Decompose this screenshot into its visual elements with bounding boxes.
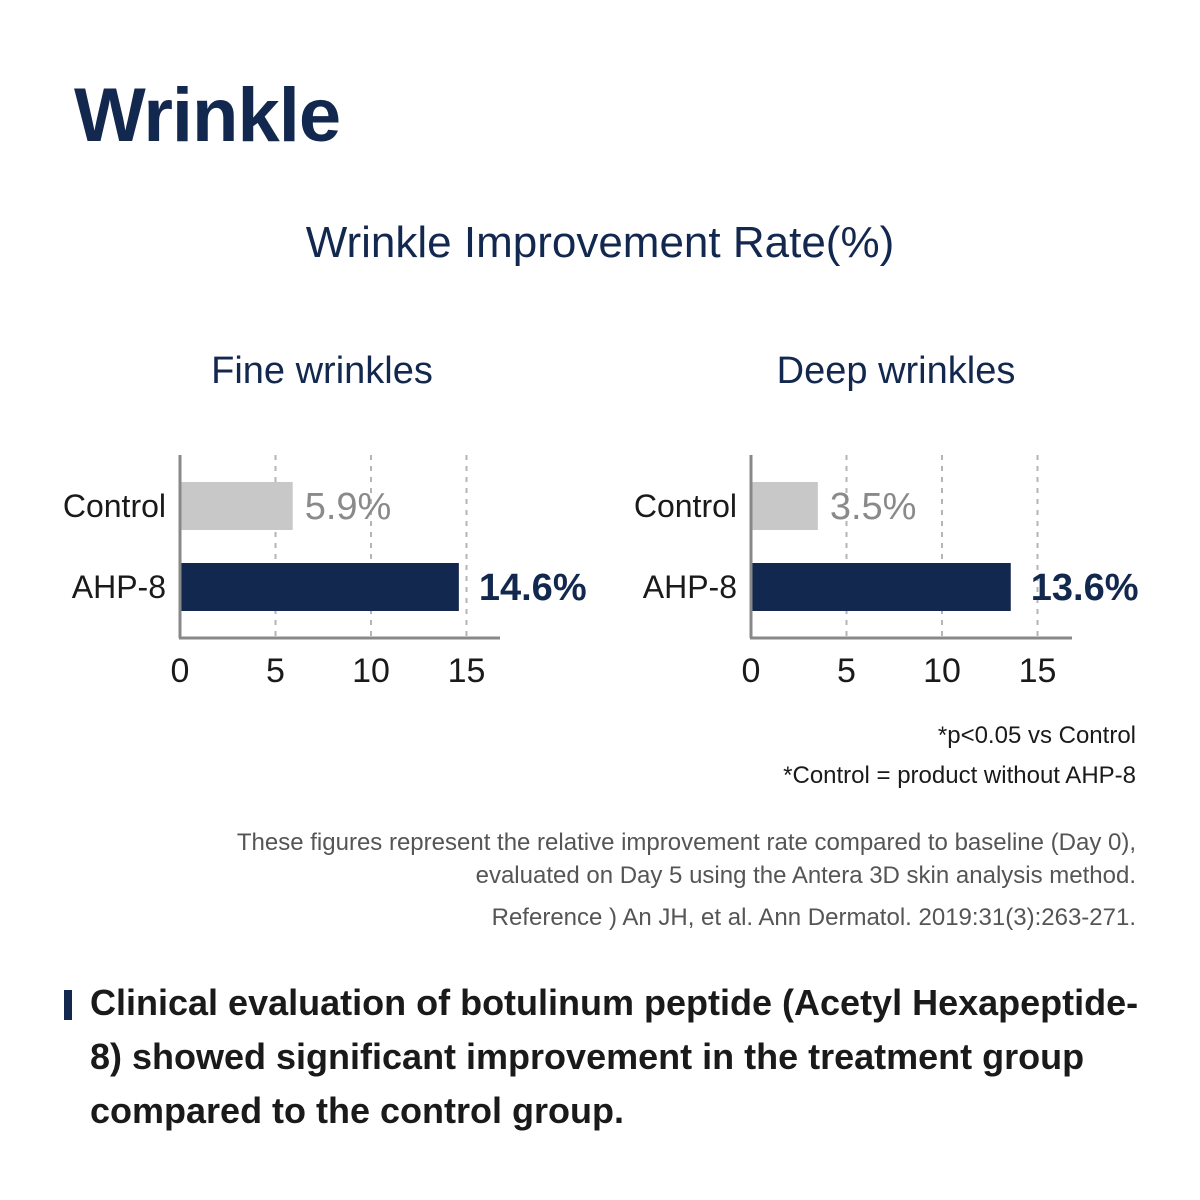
fine-tick-label-0: 0 xyxy=(171,652,190,690)
method-description: These figures represent the relative imp… xyxy=(237,826,1136,892)
deep-wrinkles-title: Deep wrinkles xyxy=(776,350,1016,392)
fine-tick-label-5: 5 xyxy=(266,652,285,690)
fine-data-label-ahp: 14.6% xyxy=(479,567,587,609)
fine-bar-control xyxy=(180,482,293,530)
deep-tick-label-15: 15 xyxy=(1019,652,1057,690)
fine-wrinkles-title: Fine wrinkles xyxy=(211,350,433,392)
fine-bar-ahp xyxy=(180,563,459,611)
chart-heading: Wrinkle Improvement Rate(%) xyxy=(305,218,895,267)
deep-tick-label-5: 5 xyxy=(837,652,856,690)
deep-bar-control xyxy=(751,482,818,530)
reference-citation: Reference ) An JH, et al. Ann Dermatol. … xyxy=(491,904,1136,931)
footnotes: *p<0.05 vs Control *Control = product wi… xyxy=(783,716,1136,796)
deep-data-label-control: 3.5% xyxy=(830,486,917,528)
bar-charts: 5.9% Control 14.6% AHP-8 0 5 10 15 3.5% Control 13… xyxy=(63,455,1139,690)
deep-data-label-ahp: 13.6% xyxy=(1031,567,1139,609)
fine-tick-label-10: 10 xyxy=(352,652,390,690)
deep-tick-label-0: 0 xyxy=(742,652,761,690)
fine-category-label-control: Control xyxy=(63,488,166,524)
fine-category-label-ahp: AHP-8 xyxy=(72,569,166,605)
conclusion-text-block: Clinical evaluation of botulinum peptide… xyxy=(64,976,1144,1138)
significance-note: *p<0.05 vs Control xyxy=(937,722,1136,749)
method-description-line-1: These figures represent the relative imp… xyxy=(236,829,1136,856)
method-description-line-2: evaluated on Day 5 using the Antera 3D s… xyxy=(475,862,1136,889)
control-definition-note: *Control = product without AHP-8 xyxy=(783,762,1136,789)
fine-data-label-control: 5.9% xyxy=(305,486,392,528)
page-title: Wrinkle xyxy=(74,73,341,158)
conclusion-text: Clinical evaluation of botulinum peptide… xyxy=(90,982,1139,1131)
deep-bar-ahp xyxy=(751,563,1011,611)
conclusion-accent-bar xyxy=(64,990,72,1020)
fine-tick-label-15: 15 xyxy=(448,652,486,690)
deep-category-label-control: Control xyxy=(634,488,737,524)
deep-tick-label-10: 10 xyxy=(923,652,961,690)
deep-category-label-ahp: AHP-8 xyxy=(643,569,737,605)
